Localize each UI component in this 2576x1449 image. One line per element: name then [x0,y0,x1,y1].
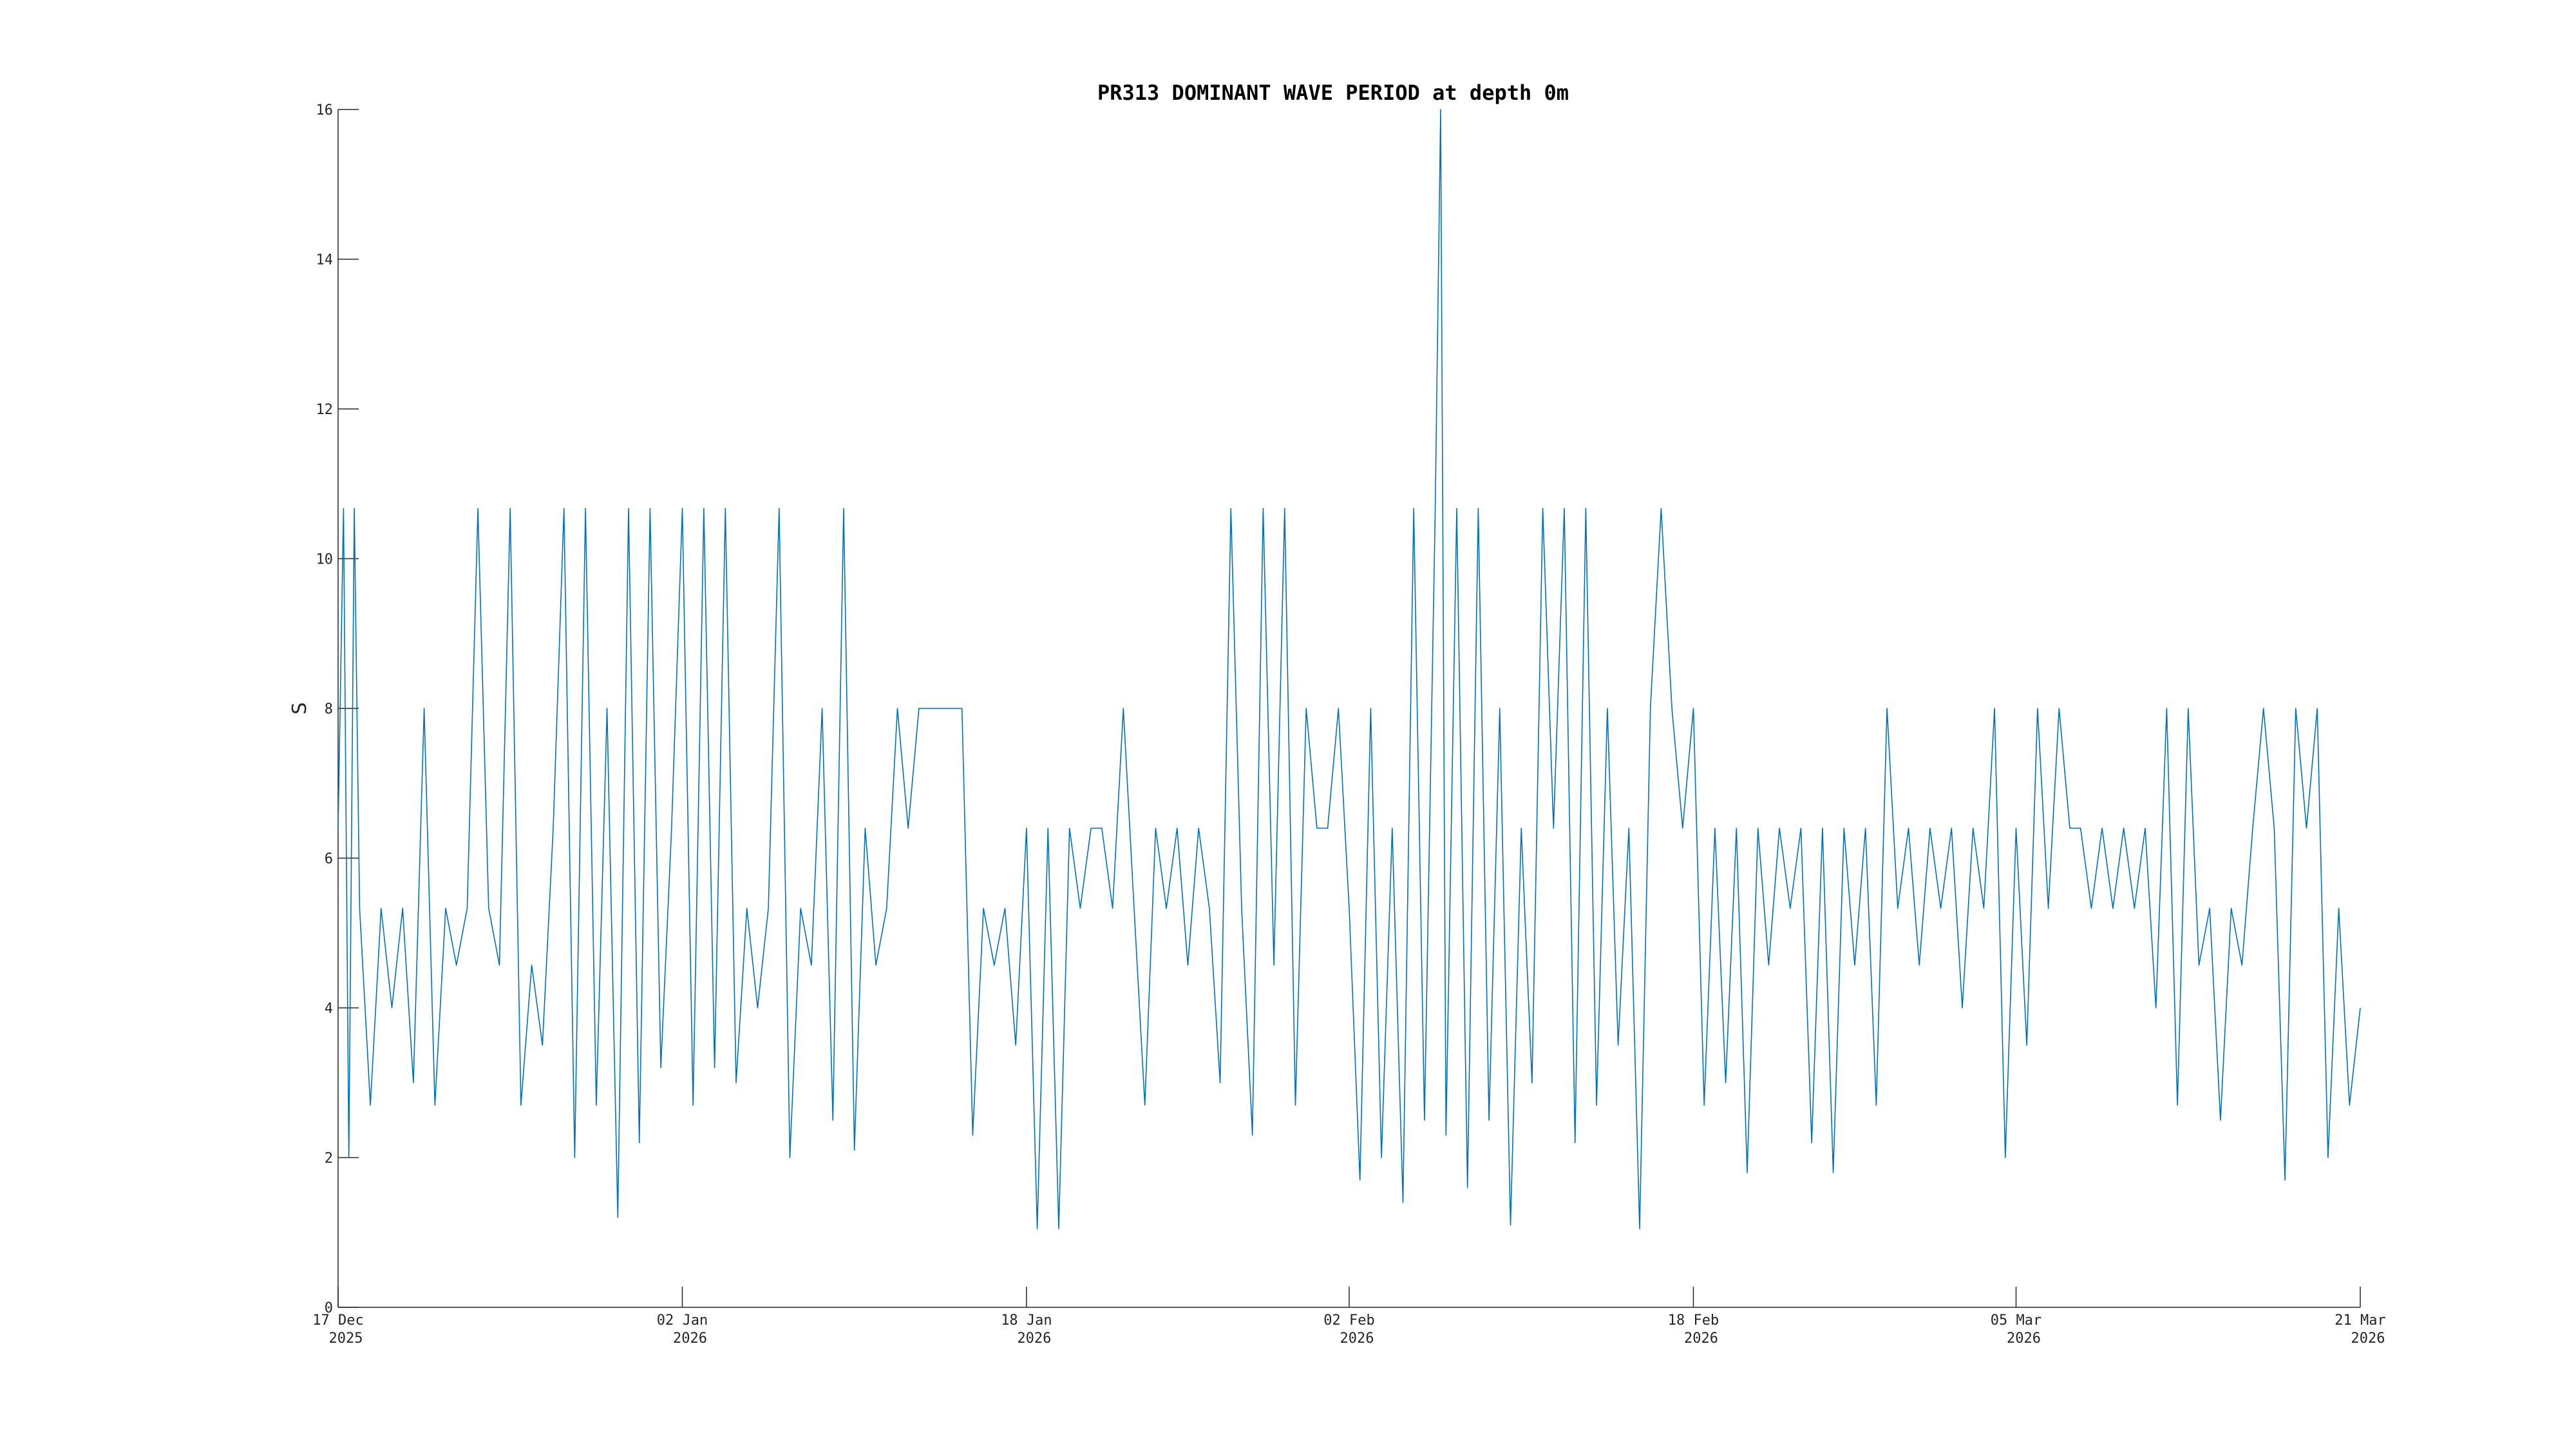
axes [337,109,2360,1308]
y-tick-label: 6 [325,851,333,867]
y-tick-label: 8 [325,701,333,717]
x-tick-year-label: 2026 [2351,1331,2385,1347]
series-line-0 [337,109,2361,1229]
x-tick-year-label: 2026 [1684,1331,1718,1347]
y-tick-label: 4 [325,1001,333,1017]
x-tick-year-label: 2026 [1017,1331,1051,1347]
chart-title: PR313 DOMINANT WAVE PERIOD at depth 0m [1097,80,1569,105]
plot-area [337,109,2361,1229]
y-tick-label: 10 [316,552,334,568]
y-axis-label: S [289,702,311,714]
x-axis-ticks: 17 Dec 2025 02 Jan 2026 18 Jan 2026 02 Feb 2026… [312,1287,2386,1347]
x-tick-year-label: 2025 [329,1331,363,1347]
x-tick-label: 05 Mar [1991,1312,2041,1329]
x-tick-year-label: 2026 [1340,1331,1374,1347]
x-tick-label: 02 Feb [1323,1312,1374,1329]
y-axis-ticks: 0 2 4 6 8 10 12 14 16 [316,102,359,1316]
x-tick-label: 18 Jan [1001,1312,1052,1329]
x-tick-year-label: 2026 [2007,1331,2041,1347]
y-tick-label: 12 [316,402,334,418]
x-tick-label: 18 Feb [1668,1312,1719,1329]
y-tick-label: 16 [316,102,334,118]
y-tick-label: 0 [325,1300,333,1316]
y-tick-label: 14 [316,252,334,269]
x-tick-year-label: 2026 [673,1331,707,1347]
x-tick-label: 21 Mar [2334,1312,2385,1329]
y-tick-label: 2 [325,1151,333,1167]
x-tick-label: 17 Dec [312,1312,363,1329]
x-tick-label: 02 Jan [657,1312,708,1329]
